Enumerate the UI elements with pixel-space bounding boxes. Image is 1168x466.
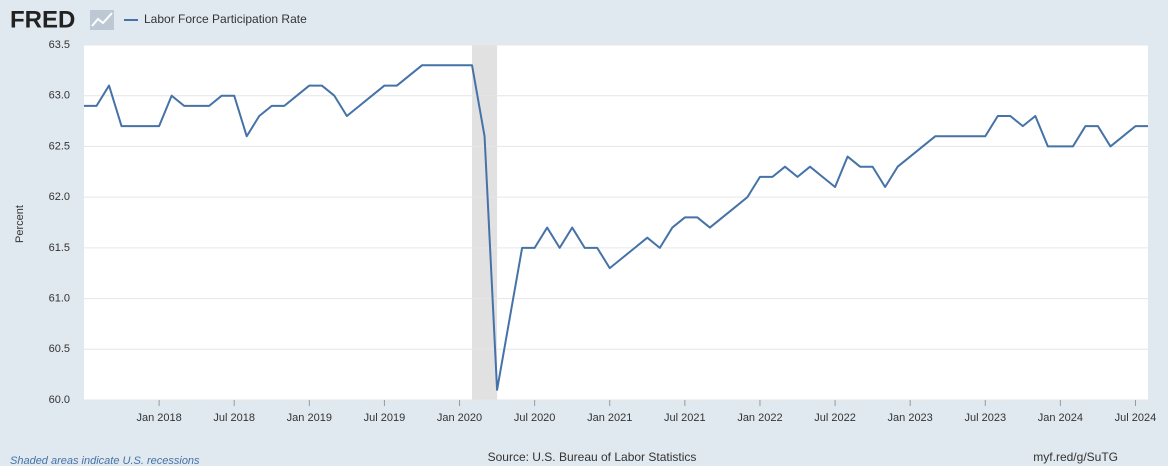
source: Source: U.S. Bureau of Labor Statistics — [488, 450, 697, 464]
x-tick-label: Jan 2018 — [136, 412, 181, 424]
x-tick-label: Jul 2021 — [664, 412, 706, 424]
y-tick-label: 60.0 — [49, 394, 70, 406]
x-tick-label: Jul 2022 — [814, 412, 856, 424]
y-tick-label: 63.5 — [49, 39, 70, 51]
y-tick-label: 63.0 — [49, 90, 70, 102]
short-link[interactable]: myf.red/g/SuTG — [1033, 450, 1118, 464]
legend-label: Labor Force Participation Rate — [144, 12, 307, 26]
y-tick-label: 60.5 — [49, 343, 70, 355]
x-tick-label: Jan 2023 — [888, 412, 933, 424]
x-tick-label: Jul 2024 — [1115, 412, 1157, 424]
y-tick-label: 61.5 — [49, 242, 70, 254]
y-tick-label: 62.0 — [49, 191, 70, 203]
x-tick-label: Jul 2018 — [213, 412, 255, 424]
x-tick-label: Jan 2021 — [587, 412, 632, 424]
x-tick-label: Jul 2023 — [964, 412, 1006, 424]
x-tick-label: Jul 2020 — [514, 412, 556, 424]
recession-shade — [472, 45, 498, 400]
x-tick-label: Jan 2020 — [437, 412, 482, 424]
x-tick-label: Jul 2019 — [364, 412, 406, 424]
x-tick-label: Jan 2024 — [1038, 412, 1083, 424]
logo-icon — [90, 10, 114, 30]
plot-area — [84, 45, 1148, 400]
x-tick-label: Jan 2019 — [287, 412, 332, 424]
y-tick-label: 61.0 — [49, 292, 70, 304]
recession-note[interactable]: Shaded areas indicate U.S. recessions — [10, 455, 200, 466]
y-axis-label: Percent — [14, 205, 26, 243]
y-tick-label: 62.5 — [49, 140, 70, 152]
data-line — [84, 64, 1148, 391]
x-tick-label: Jan 2022 — [737, 412, 782, 424]
brand-logo: FRED — [10, 6, 75, 33]
